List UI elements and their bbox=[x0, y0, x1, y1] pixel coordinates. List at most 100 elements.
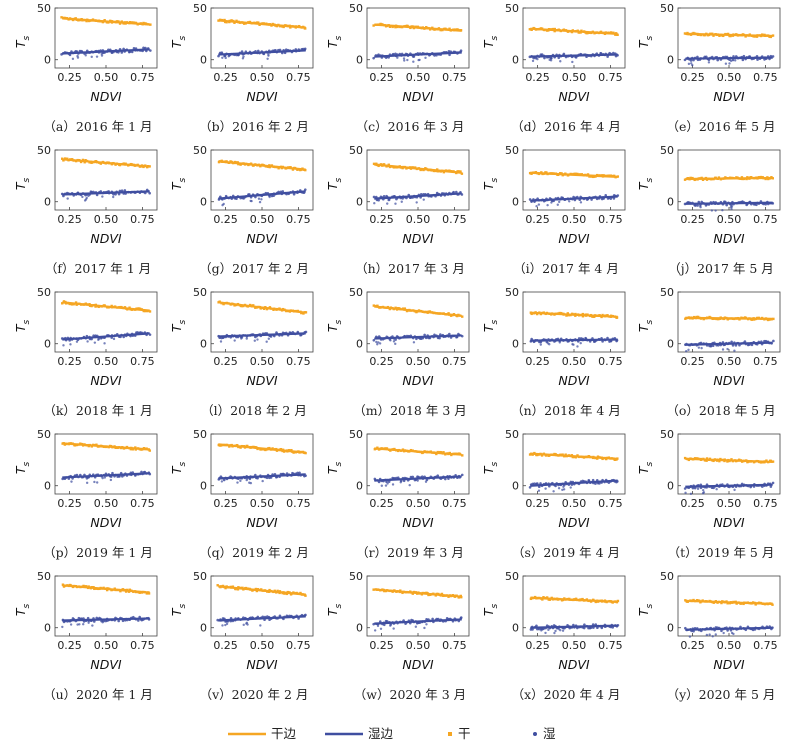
y-tick-label: 0 bbox=[44, 480, 51, 493]
y-axis-label: Ts bbox=[636, 604, 655, 617]
wet-point bbox=[683, 487, 687, 490]
y-tick-label: 0 bbox=[356, 480, 363, 493]
x-tick-label: 0.50 bbox=[562, 497, 587, 510]
dry-point bbox=[528, 28, 532, 31]
wet-point bbox=[62, 344, 65, 347]
wet-point bbox=[71, 57, 75, 61]
y-axis-label: Ts bbox=[325, 462, 344, 475]
wet-point bbox=[701, 492, 705, 495]
wet-point bbox=[394, 342, 397, 346]
wet-point bbox=[101, 195, 104, 198]
wet-edge-line bbox=[374, 618, 462, 625]
dry-point bbox=[230, 19, 233, 22]
x-tick-label: 0.50 bbox=[406, 355, 431, 368]
plot-frame bbox=[366, 575, 470, 637]
dry-point bbox=[683, 456, 687, 460]
wet-point bbox=[536, 57, 539, 61]
wet-point bbox=[396, 56, 399, 59]
dry-edge-line bbox=[530, 171, 618, 178]
legend-item: 湿边 bbox=[325, 726, 394, 741]
x-axis-label: NDVI bbox=[713, 657, 745, 672]
dry-point bbox=[448, 27, 451, 30]
y-axis-label: Ts bbox=[481, 604, 500, 617]
legend-label: 干 bbox=[458, 726, 471, 741]
dry-point bbox=[81, 158, 85, 162]
y-axis-label: Ts bbox=[481, 320, 500, 333]
dry-point bbox=[613, 458, 616, 461]
x-tick-label: 0.75 bbox=[130, 71, 155, 84]
wet-point bbox=[95, 55, 99, 58]
dry-point bbox=[461, 454, 464, 457]
wet-point bbox=[222, 202, 225, 206]
subplot-caption: （x）2020 年 4 月 bbox=[512, 687, 621, 702]
wet-edge-line bbox=[530, 195, 618, 202]
wet-point bbox=[242, 55, 245, 58]
wet-point bbox=[707, 61, 711, 64]
wet-point bbox=[732, 632, 735, 636]
x-tick-label: 0.25 bbox=[369, 71, 394, 84]
subplot-caption: （w）2020 年 3 月 bbox=[354, 687, 466, 702]
wet-point bbox=[120, 51, 124, 54]
x-axis-label: NDVI bbox=[402, 89, 434, 104]
wet-point bbox=[459, 616, 463, 619]
dry-point bbox=[388, 25, 392, 28]
dry-point bbox=[149, 23, 152, 26]
y-axis-label: Ts bbox=[169, 462, 188, 475]
subplot-1: 0.25 0.50 0.75 0 50 Ts NDVI （a）2016 年 1 月 bbox=[13, 2, 158, 134]
x-tick-label: 0.50 bbox=[406, 213, 431, 226]
wet-point bbox=[689, 492, 693, 496]
subplot-11: 0.25 0.50 0.75 0 50 Ts NDVI （k）2018 年 1 月 bbox=[13, 286, 158, 418]
y-axis-label: Ts bbox=[13, 36, 32, 49]
dry-edge-line bbox=[218, 443, 306, 454]
dry-point bbox=[705, 457, 709, 460]
wet-point bbox=[260, 198, 263, 201]
wet-point bbox=[422, 198, 425, 201]
dry-point bbox=[99, 162, 102, 165]
dry-point bbox=[118, 22, 122, 25]
wet-point bbox=[431, 617, 434, 621]
legend-item: 干 bbox=[448, 726, 471, 741]
wet-edge-line bbox=[374, 51, 462, 58]
x-axis-label: NDVI bbox=[90, 657, 122, 672]
y-tick-label: 50 bbox=[349, 428, 363, 441]
x-tick-label: 0.50 bbox=[562, 71, 587, 84]
x-tick-label: 0.50 bbox=[562, 355, 587, 368]
wet-edge-line bbox=[685, 56, 773, 60]
wet-point bbox=[722, 631, 725, 635]
y-axis-label: Ts bbox=[325, 178, 344, 191]
wet-point bbox=[444, 477, 447, 481]
wet-point bbox=[137, 619, 140, 622]
x-axis-label: NDVI bbox=[713, 89, 745, 104]
plot-frame bbox=[54, 291, 158, 353]
wet-point bbox=[380, 484, 384, 487]
dry-point bbox=[234, 587, 237, 591]
wet-point bbox=[111, 471, 114, 475]
wet-point bbox=[710, 209, 714, 212]
wet-point bbox=[84, 54, 87, 57]
wet-point bbox=[123, 189, 127, 192]
plot-frame bbox=[54, 7, 158, 69]
wet-point bbox=[412, 60, 415, 63]
plot-frame bbox=[366, 291, 470, 353]
wet-point bbox=[408, 483, 411, 487]
wet-point bbox=[376, 343, 379, 346]
wet-point bbox=[685, 350, 688, 353]
wet-point bbox=[557, 627, 561, 631]
dry-point bbox=[62, 300, 66, 303]
wet-point bbox=[66, 197, 69, 200]
plot-frame bbox=[210, 575, 314, 637]
dry-point bbox=[708, 315, 711, 319]
x-tick-label: 0.25 bbox=[680, 639, 705, 652]
y-tick-label: 50 bbox=[505, 428, 519, 441]
subplot-caption: （e）2016 年 5 月 bbox=[666, 119, 775, 134]
wet-point bbox=[438, 336, 441, 340]
wet-point bbox=[714, 633, 717, 636]
wet-point bbox=[568, 200, 571, 203]
dry-point bbox=[128, 588, 132, 591]
wet-point bbox=[721, 348, 725, 351]
x-tick-label: 0.75 bbox=[598, 71, 623, 84]
wet-point bbox=[583, 623, 586, 626]
x-tick-label: 0.50 bbox=[562, 213, 587, 226]
dry-edge-line bbox=[62, 158, 150, 168]
wet-point bbox=[550, 201, 553, 204]
